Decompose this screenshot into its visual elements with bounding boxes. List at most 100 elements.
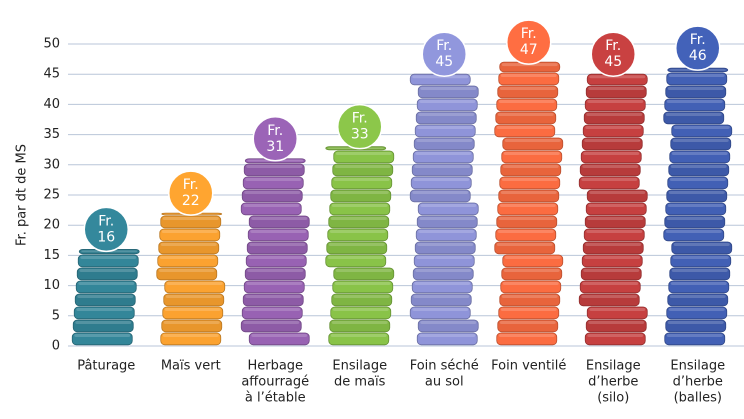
coin	[328, 332, 390, 346]
coin-shine	[668, 308, 725, 311]
value-label: 46	[689, 48, 707, 64]
coin-shine	[162, 217, 219, 220]
coin	[73, 306, 135, 320]
coin-shine	[166, 282, 223, 285]
coin	[242, 293, 304, 307]
x-tick-label: Herbage	[247, 359, 303, 374]
bar	[240, 158, 310, 346]
value-badge	[337, 103, 383, 150]
coin-shine	[499, 87, 556, 90]
coin	[333, 267, 395, 281]
coin-shine	[589, 75, 646, 79]
value-label: Fr.	[267, 123, 283, 139]
coin-shine	[328, 243, 385, 246]
value-badge	[590, 31, 636, 77]
coin	[584, 332, 646, 346]
y-axis-label: Fr. par dt de MS	[15, 144, 30, 246]
coin-shine	[419, 334, 476, 337]
coin	[415, 228, 477, 242]
coin-shine	[503, 269, 560, 272]
coin-shine	[497, 113, 554, 116]
coin	[417, 85, 479, 99]
coin	[413, 137, 475, 151]
value-label: 31	[266, 139, 284, 155]
coin-shine	[248, 256, 305, 259]
coin	[670, 137, 732, 151]
y-tick-label: 0	[52, 339, 60, 354]
coin-shine	[333, 295, 390, 298]
coin	[160, 332, 222, 346]
coin	[411, 280, 473, 294]
coin	[410, 176, 472, 190]
coin	[586, 189, 648, 203]
coin-shine	[668, 74, 725, 77]
x-tick-label: Ensilage	[670, 359, 725, 374]
coin	[414, 241, 476, 255]
coin-shine	[245, 178, 302, 181]
coin	[164, 280, 226, 294]
coin-shine	[499, 204, 556, 207]
coin-shine	[500, 74, 557, 77]
coin-shine	[501, 295, 558, 298]
bar	[71, 248, 140, 346]
coin-shine	[588, 321, 645, 324]
coin-shine	[667, 321, 724, 324]
coin	[497, 202, 559, 216]
value-label: 16	[97, 229, 115, 245]
coin-shine	[333, 178, 390, 181]
coin	[669, 267, 731, 281]
x-tick-label: au sol	[425, 375, 464, 390]
value-label: 47	[520, 42, 538, 58]
coin-shine	[161, 230, 218, 233]
coin	[500, 280, 562, 294]
x-tick-label: Foin séché	[410, 359, 479, 374]
coin-shine	[159, 256, 216, 259]
bar	[156, 212, 226, 346]
coin-shine	[583, 269, 640, 272]
coin	[583, 111, 645, 125]
coin	[74, 293, 136, 307]
coin-shine	[670, 282, 727, 285]
coin-shine	[327, 256, 384, 259]
coin-shine	[498, 334, 555, 337]
coin	[417, 202, 479, 216]
coin	[161, 319, 223, 333]
coin-shine	[670, 165, 727, 168]
coin	[331, 176, 393, 190]
coin-shine	[413, 178, 470, 181]
coin-shine	[413, 295, 470, 298]
coin	[665, 202, 727, 216]
coin-shine	[665, 230, 722, 233]
coin	[671, 241, 733, 255]
coin	[414, 124, 476, 138]
coin	[579, 163, 641, 177]
coin-shine	[669, 295, 726, 298]
coin	[416, 332, 478, 346]
coin	[329, 202, 391, 216]
y-tick-label: 35	[43, 127, 60, 142]
coin	[163, 293, 225, 307]
coin	[159, 228, 221, 242]
coin-shine	[669, 178, 726, 181]
coin	[240, 202, 302, 216]
coin	[409, 306, 471, 320]
coin	[581, 254, 643, 268]
coin	[668, 163, 730, 177]
y-tick-label: 40	[43, 97, 60, 112]
x-tick-label: d’herbe	[673, 375, 723, 390]
coin-shine	[673, 243, 730, 246]
coin-shine	[412, 75, 469, 79]
coin	[667, 176, 729, 190]
coin-shine	[673, 126, 730, 129]
coin-shine	[164, 308, 221, 311]
coin	[666, 306, 728, 320]
coin-shine	[335, 269, 392, 272]
coin-shine	[334, 282, 391, 285]
value-label: 45	[435, 54, 453, 70]
coin	[501, 267, 563, 281]
coin	[162, 306, 224, 320]
x-tick-label: Pâturage	[77, 359, 135, 374]
value-badge	[168, 170, 214, 216]
coin	[494, 241, 556, 255]
